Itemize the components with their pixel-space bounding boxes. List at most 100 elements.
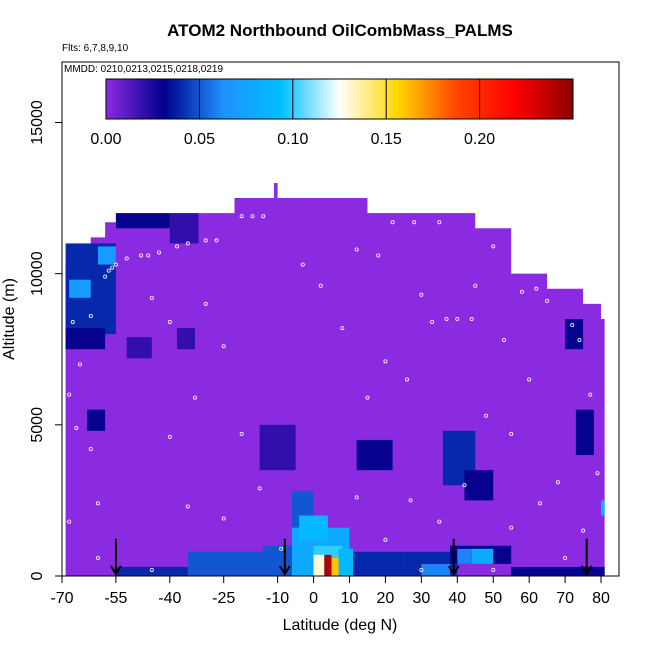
sample-point: [139, 253, 144, 258]
heatmap-cell: [187, 551, 278, 576]
sample-point: [581, 528, 586, 533]
sample-point: [491, 244, 496, 249]
sample-point: [214, 238, 219, 243]
heatmap-cell: [97, 246, 116, 265]
sample-points: [67, 214, 600, 572]
sample-point: [419, 567, 424, 572]
heatmap-cell: [259, 424, 296, 471]
sample-point: [192, 395, 197, 400]
sample-point: [70, 320, 75, 325]
sample-point: [221, 516, 226, 521]
sample-point: [509, 525, 514, 530]
sample-point: [595, 471, 600, 476]
heatmap-cell: [471, 548, 494, 564]
flight-arrow: [278, 538, 291, 576]
heatmap-cell: [65, 328, 106, 350]
colorbar: 0.00 0.05 0.10 0.15 0.20: [90, 78, 574, 148]
x-tick-label: 60: [520, 590, 538, 607]
y-tick-label: 15000: [29, 100, 46, 145]
sample-point: [588, 392, 593, 397]
y-axis-label: Altitude (m): [1, 278, 18, 360]
sample-point: [250, 214, 255, 219]
sample-point: [300, 262, 305, 267]
y-axis: 0 5000 10000 15000: [29, 100, 62, 580]
colorbar-gradient: [105, 78, 574, 120]
heatmap-cell: [601, 500, 605, 516]
dates-label: MMDD: 0210,0213,0215,0218,0219: [64, 64, 223, 75]
x-tick-label: 10: [341, 590, 359, 607]
sample-point: [419, 292, 424, 297]
sample-point: [383, 359, 388, 364]
sample-point: [261, 214, 266, 219]
sample-point: [430, 320, 435, 325]
x-axis: -70 -55 -40 -25 -10 0 10 20 30 40 50 60 70 80: [50, 576, 610, 607]
x-tick-label: -40: [158, 590, 181, 607]
heatmap-cell: [353, 551, 404, 576]
data-envelope: [65, 182, 605, 576]
colorbar-tick-label: 0.15: [371, 131, 402, 148]
sample-point: [95, 555, 100, 560]
heatmap-cell: [313, 554, 325, 576]
sample-point: [106, 268, 111, 273]
sample-point: [203, 301, 208, 306]
sample-point: [570, 323, 575, 328]
sample-point: [113, 262, 118, 267]
sample-point: [239, 431, 244, 436]
y-tick-label: 0: [29, 571, 46, 580]
colorbar-tick-label: 0.20: [464, 131, 495, 148]
sample-point: [95, 501, 100, 506]
sample-point: [491, 567, 496, 572]
sample-point: [67, 392, 72, 397]
heatmap-cell: [565, 319, 584, 350]
sample-point: [404, 377, 409, 382]
heatmap-cell: [126, 337, 152, 359]
sample-point: [563, 555, 568, 560]
sample-point: [257, 486, 262, 491]
sample-point: [221, 344, 226, 349]
flights-label: Flts: 6,7,8,9,10: [62, 43, 129, 54]
sample-point: [279, 546, 284, 551]
x-axis-label: Latitude (deg N): [283, 617, 398, 634]
heatmap-cell: [511, 566, 605, 576]
heatmap-cell: [331, 557, 339, 576]
sample-point: [110, 265, 115, 270]
sample-point: [340, 326, 345, 331]
sample-point: [167, 434, 172, 439]
sample-point: [376, 253, 381, 258]
sample-point: [239, 214, 244, 219]
chart-title: ATOM2 Northbound OilCombMass_PALMS: [167, 21, 513, 40]
sample-point: [534, 286, 539, 291]
heatmap-cell: [356, 439, 393, 471]
sample-point: [444, 316, 449, 321]
sample-point: [462, 483, 467, 488]
sample-point: [185, 504, 190, 509]
flight-arrow: [447, 538, 460, 576]
heatmap-cell: [115, 213, 170, 229]
heatmap-cell: [263, 545, 292, 576]
sample-point: [408, 498, 413, 503]
sample-point: [149, 567, 154, 572]
heatmap-cell: [69, 279, 91, 298]
sample-point: [174, 244, 179, 249]
sample-point: [437, 220, 442, 225]
sample-point: [469, 316, 474, 321]
colorbar-tick-label: 0.05: [184, 131, 215, 148]
sample-point: [365, 395, 370, 400]
heatmap-cell: [176, 328, 195, 350]
plot-frame: [61, 61, 620, 577]
sample-point: [545, 298, 550, 303]
heatmap-cell: [457, 548, 472, 564]
sample-point: [167, 320, 172, 325]
sample-point: [103, 274, 108, 279]
y-tick-label: 10000: [29, 251, 46, 296]
x-tick-label: 40: [448, 590, 466, 607]
sample-point: [318, 283, 323, 288]
sample-point: [124, 256, 129, 261]
arrow-head: [447, 565, 460, 576]
colorbar-tick-label: 0.00: [90, 131, 121, 148]
x-tick-label: 50: [484, 590, 502, 607]
sample-point: [157, 250, 162, 255]
x-tick-label: 0: [309, 590, 318, 607]
x-tick-label: -55: [104, 590, 127, 607]
